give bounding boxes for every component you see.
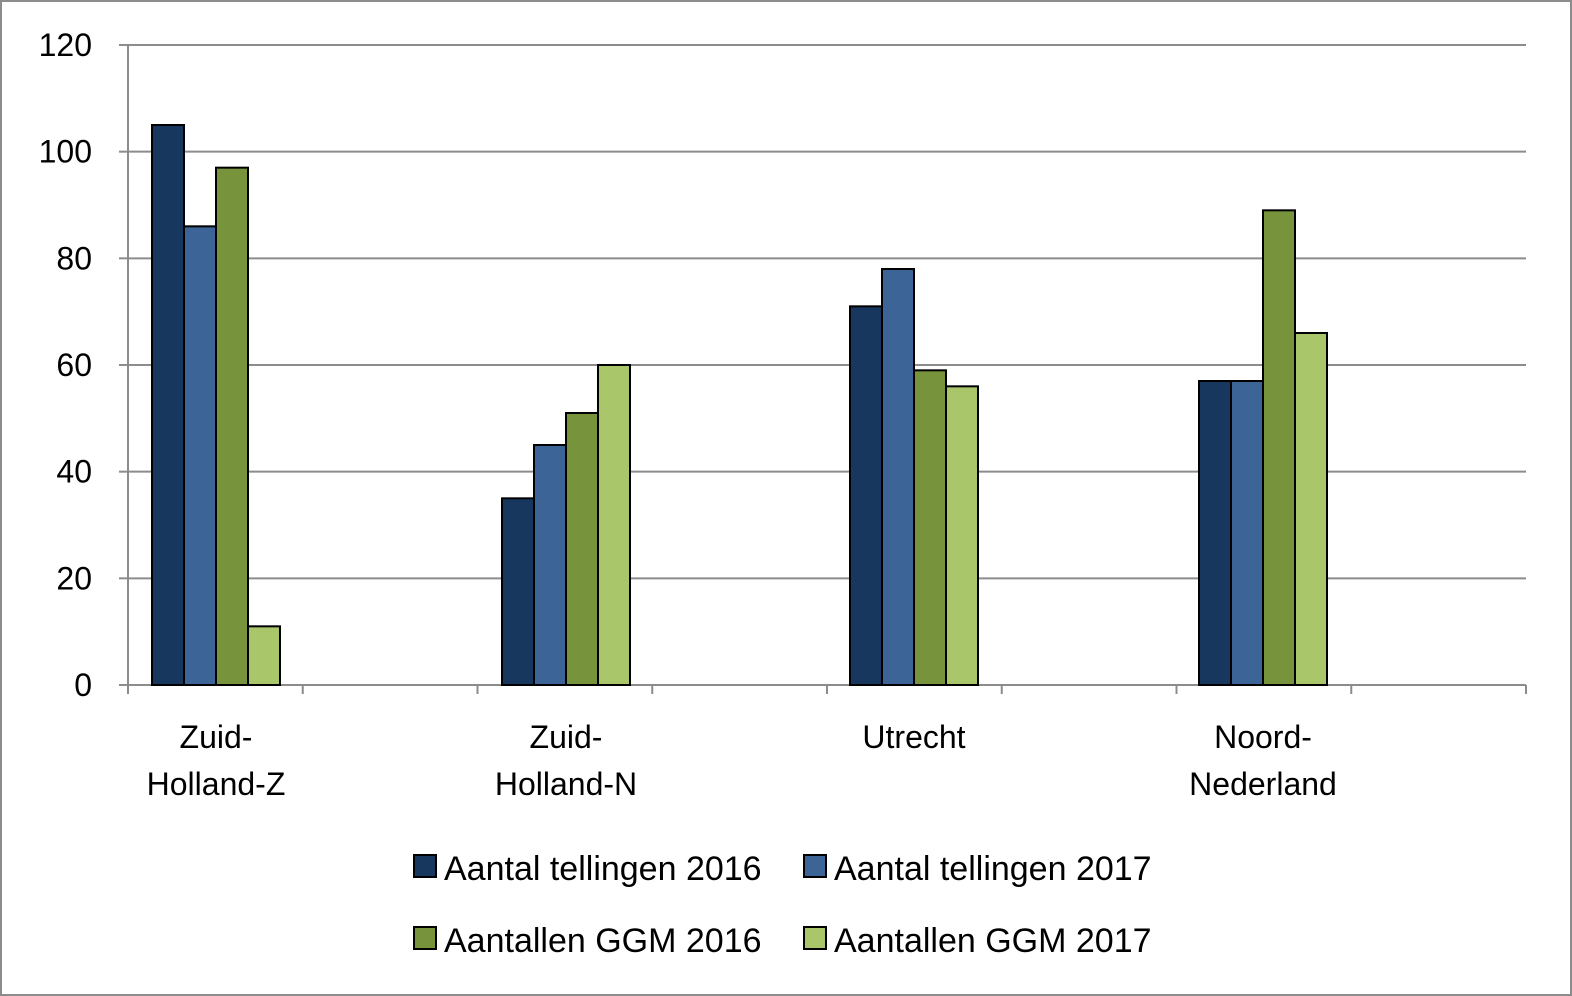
legend-swatch — [803, 926, 827, 950]
bar — [501, 497, 535, 687]
bar — [565, 412, 599, 686]
legend: Aantal tellingen 2016 Aantal tellingen 20… — [413, 850, 1152, 960]
y-tick-label: 60 — [56, 347, 92, 383]
y-tick-label: 120 — [39, 27, 92, 63]
x-tick-label: Holland-N — [495, 766, 637, 802]
legend-swatch — [413, 854, 437, 878]
bar — [1198, 380, 1232, 686]
x-tick-label: Zuid- — [180, 719, 253, 755]
bar — [1294, 332, 1328, 686]
bar — [183, 225, 217, 686]
bar — [247, 625, 281, 686]
y-tick-label: 80 — [56, 240, 92, 276]
bar — [881, 268, 915, 686]
x-tick-label: Utrecht — [862, 719, 965, 755]
y-tick-label: 0 — [74, 667, 92, 703]
legend-label: Aantal tellingen 2017 — [834, 850, 1152, 888]
bar — [215, 166, 249, 686]
legend-label: Aantallen GGM 2016 — [444, 922, 762, 960]
x-tick-label: Nederland — [1189, 766, 1337, 802]
y-tick-labels: 0 20 40 60 80 100 120 — [39, 27, 92, 703]
bar — [945, 385, 979, 686]
x-tick-label: Zuid- — [530, 719, 603, 755]
legend-swatch — [803, 854, 827, 878]
bars — [151, 124, 1328, 687]
legend-label: Aantallen GGM 2017 — [834, 922, 1152, 960]
legend-label: Aantal tellingen 2016 — [444, 850, 762, 888]
bar — [1230, 380, 1264, 686]
bar — [1262, 209, 1296, 686]
y-tick-label: 40 — [56, 454, 92, 490]
bar — [597, 364, 631, 686]
y-tick-label: 100 — [39, 134, 92, 170]
x-tick-label: Noord- — [1214, 719, 1312, 755]
bar — [849, 305, 883, 686]
bar — [151, 124, 185, 686]
legend-swatch — [413, 926, 437, 950]
y-tick-label: 20 — [56, 560, 92, 596]
bar — [913, 369, 947, 686]
x-tick-label: Holland-Z — [147, 766, 286, 802]
bar — [533, 444, 567, 686]
x-tick-labels: Zuid- Holland-Z Zuid- Holland-N Utrecht Noord… — [147, 719, 1337, 802]
